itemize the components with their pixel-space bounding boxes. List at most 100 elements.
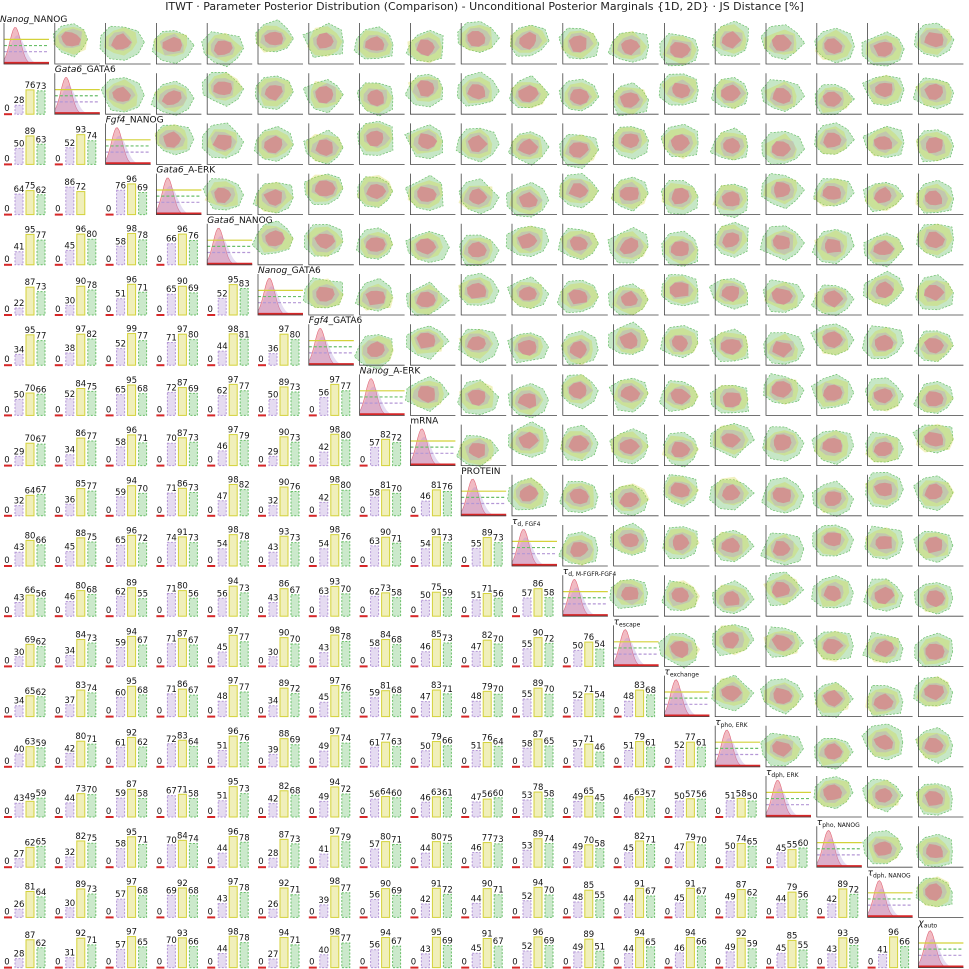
panel-axes	[54, 23, 100, 65]
bar-value-label: 56	[696, 790, 707, 800]
pink-contour	[924, 431, 944, 447]
bar-value-label: 46	[64, 592, 75, 602]
js-bar	[392, 644, 402, 667]
pink-contour	[873, 136, 892, 150]
pink-contour	[467, 135, 488, 153]
js-bar	[177, 536, 187, 567]
joint-density-panel	[353, 23, 405, 65]
bar-value-label: 64	[36, 888, 47, 898]
js-bar	[268, 353, 278, 366]
bar-value-label: 34	[64, 647, 75, 657]
js-bar	[747, 845, 757, 868]
param-label: Fgf4_NANOG	[106, 115, 164, 125]
js-bar	[25, 190, 35, 216]
bar-value-label: 72	[340, 785, 351, 795]
panel-axes	[206, 173, 253, 215]
bar-value-label: 50	[14, 139, 25, 149]
js-bar	[420, 599, 430, 617]
js-bar	[65, 147, 75, 165]
bar-value-label: 67	[391, 937, 402, 947]
js-bar	[431, 887, 441, 918]
bar-value-label: 81	[25, 882, 36, 892]
joint-density-panel	[711, 575, 761, 617]
bar-value-label: 95	[25, 326, 36, 336]
pink-contour	[570, 88, 590, 105]
bar-value-label: 0	[411, 907, 416, 917]
js-bar	[370, 446, 380, 467]
panel-axes	[816, 324, 862, 366]
js-bar	[798, 949, 808, 969]
bar-value-label: 94	[279, 929, 290, 939]
js-bar	[14, 908, 24, 918]
pink-contour	[723, 591, 740, 606]
bar-value-label: 94	[126, 477, 137, 487]
bar-value-label: 31	[64, 949, 75, 959]
bar-value-label: 0	[157, 907, 162, 917]
bar-value-label: 0	[207, 556, 212, 566]
bar-value-label: 0	[258, 656, 263, 666]
bar-value-label: 87	[279, 830, 290, 840]
panel-axes	[511, 424, 557, 466]
bar-value-label: 96	[177, 225, 188, 235]
js-bar	[14, 147, 24, 165]
bar-value-label: 0	[512, 807, 517, 817]
js-bar	[341, 489, 351, 517]
joint-density-panel	[712, 173, 761, 219]
pink-contour	[264, 135, 283, 154]
bar-value-label: 41	[877, 945, 888, 955]
js-bar	[319, 595, 329, 617]
joint-density-panel	[457, 374, 507, 416]
bar-value-label: 78	[239, 532, 250, 542]
js-bar	[420, 852, 430, 868]
bar-value-label: 84	[75, 631, 86, 641]
bar-value-label: 62	[217, 387, 228, 397]
bar-value-label: 62	[137, 738, 148, 748]
bar-value-label: 0	[309, 757, 314, 767]
bar-value-label: 67	[36, 435, 47, 445]
bar-value-label: 85	[583, 881, 594, 891]
bar-value-label: 0	[309, 907, 314, 917]
joint-density-panel	[607, 321, 659, 366]
panel-axes	[918, 776, 964, 818]
bar-value-label: 0	[461, 857, 466, 867]
joint-density-panel	[861, 324, 913, 366]
joint-density-panel	[811, 575, 862, 617]
bar-value-label: 80	[188, 331, 199, 341]
bar-value-label: 68	[137, 887, 148, 897]
js-bar	[544, 843, 554, 868]
panel-axes	[816, 73, 862, 115]
bar-value-label: 0	[868, 958, 873, 968]
js-bar	[330, 634, 340, 667]
pink-contour	[264, 85, 283, 101]
bar-value-label: 70	[166, 434, 177, 444]
bar-value-label: 49	[318, 742, 329, 752]
pink-contour	[619, 438, 640, 455]
js-bar	[533, 936, 543, 969]
bar-value-label: 56	[482, 790, 493, 800]
joint-density-panel	[607, 274, 659, 316]
pink-contour	[418, 133, 438, 150]
bar-value-label: 49	[572, 943, 583, 953]
pink-contour	[823, 290, 844, 308]
bar-value-label: 0	[766, 857, 771, 867]
bar-value-label: 73	[75, 785, 86, 795]
pink-contour	[671, 335, 688, 352]
joint-density-panel	[709, 324, 761, 366]
js-bar	[127, 283, 137, 316]
